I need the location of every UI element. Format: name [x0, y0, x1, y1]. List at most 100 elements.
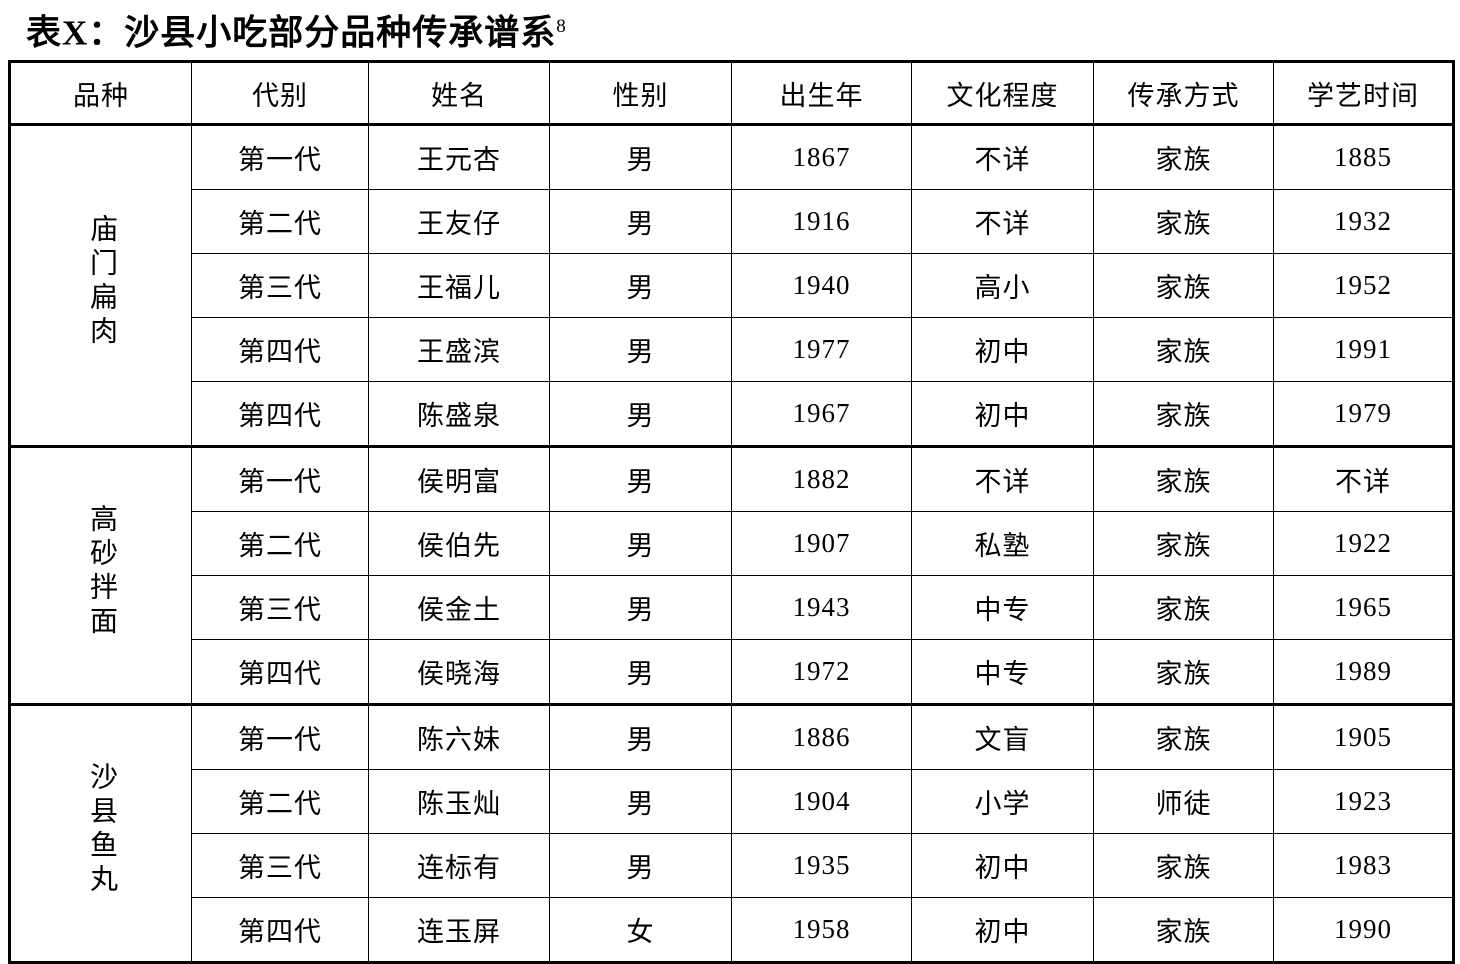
table-row: 高砂拌面 第一代 侯明富男 1882 不详 家族 不详 [9, 445, 1454, 705]
cell-education: 私塾 [911, 511, 1094, 576]
cell-name: 连标有 [368, 833, 550, 898]
cell-generation: 第三代 [191, 833, 369, 898]
table-row: 第二代 王友仔男 1916 不详 家族 1932 [10, 189, 1454, 254]
cell-education: 不详 [911, 189, 1094, 254]
cell-generation: 第三代 [191, 575, 369, 640]
cell-learn-year: 1965 [1273, 575, 1454, 640]
cell-mode: 家族 [1093, 253, 1274, 318]
variety-label: 庙门扁肉 [86, 214, 117, 350]
cell-learn-year: 1923 [1273, 769, 1454, 834]
cell-mode: 家族 [1093, 897, 1274, 963]
cell-education: 高小 [911, 253, 1094, 318]
cell-mode: 家族 [1093, 123, 1274, 190]
table-row: 第二代 侯伯先男 1907 私塾 家族 1922 [10, 511, 1454, 576]
cell-gender: 男 [549, 833, 732, 898]
cell-birth-year: 1907 [731, 511, 912, 576]
column-header-generation: 代别 [191, 61, 369, 125]
cell-name: 侯晓海 [368, 639, 550, 705]
footnote-marker: 8 [556, 16, 566, 37]
column-header-learn-year: 学艺时间 [1273, 61, 1454, 125]
cell-mode: 家族 [1093, 511, 1274, 576]
cell-education: 文盲 [911, 703, 1094, 770]
cell-mode: 家族 [1093, 381, 1274, 447]
variety-group-cell: 庙门扁肉 [9, 123, 192, 447]
cell-mode: 家族 [1093, 445, 1274, 512]
cell-birth-year: 1967 [731, 381, 912, 447]
table-body: 庙门扁肉 第一代 王元杏男 1867 不详 家族 1885 第二代 王友仔男 1916 不详 家族 19… [9, 123, 1454, 963]
cell-gender: 女 [549, 897, 732, 963]
variety-label: 高砂拌面 [86, 504, 117, 640]
table-row: 第三代 王福儿男 1940 高小 家族 1952 [10, 253, 1454, 318]
cell-gender: 男 [549, 511, 732, 576]
cell-name: 侯伯先 [368, 511, 550, 576]
cell-birth-year: 1882 [731, 445, 912, 512]
cell-generation: 第四代 [191, 639, 369, 705]
cell-generation: 第四代 [191, 317, 369, 382]
cell-name: 陈玉灿 [368, 769, 550, 834]
column-header-variety: 品种 [9, 61, 192, 125]
cell-birth-year: 1977 [731, 317, 912, 382]
table-title: 表X：沙县小吃部分品种传承谱系8 [26, 2, 566, 59]
cell-gender: 男 [549, 253, 732, 318]
cell-education: 中专 [911, 639, 1094, 705]
cell-birth-year: 1916 [731, 189, 912, 254]
table-row: 第四代 侯晓海男 1972 中专 家族 1989 [10, 639, 1454, 705]
table-row: 第四代 陈盛泉男 1967 初中 家族 1979 [10, 381, 1454, 447]
cell-name: 王福儿 [368, 253, 550, 318]
cell-generation: 第一代 [191, 445, 369, 512]
table-row: 第二代 陈玉灿男 1904 小学 师徒 1923 [10, 769, 1454, 834]
cell-birth-year: 1972 [731, 639, 912, 705]
table-header: 品种 代别 姓名 性别 出生年 文化程度 传承方式 学艺时间 [9, 61, 1454, 125]
cell-learn-year: 1932 [1273, 189, 1454, 254]
cell-learn-year: 1990 [1273, 897, 1454, 963]
cell-mode: 家族 [1093, 703, 1274, 770]
genealogy-table: 品种 代别 姓名 性别 出生年 文化程度 传承方式 学艺时间 庙门扁肉第一代 王元… [8, 60, 1455, 964]
table-title-text: 表X：沙县小吃部分品种传承谱系 [26, 13, 557, 53]
variety-group-cell: 高砂拌面 [9, 445, 192, 705]
cell-mode: 家族 [1093, 317, 1274, 382]
cell-name: 侯明富 [368, 445, 550, 512]
cell-learn-year: 1905 [1273, 703, 1454, 770]
cell-education: 初中 [911, 317, 1094, 382]
cell-generation: 第四代 [191, 381, 369, 447]
cell-mode: 家族 [1093, 189, 1274, 254]
cell-birth-year: 1867 [731, 123, 912, 190]
cell-birth-year: 1940 [731, 253, 912, 318]
cell-generation: 第四代 [191, 897, 369, 963]
cell-name: 陈六妹 [368, 703, 550, 770]
column-header-mode: 传承方式 [1093, 61, 1274, 125]
table-row: 第四代 连玉屏女 1958 初中 家族 1990 [10, 897, 1454, 963]
cell-birth-year: 1886 [731, 703, 912, 770]
table-row: 第四代 王盛滨男 1977 初中 家族 1991 [10, 317, 1454, 382]
cell-mode: 家族 [1093, 575, 1274, 640]
cell-birth-year: 1958 [731, 897, 912, 963]
cell-gender: 男 [549, 381, 732, 447]
column-header-gender: 性别 [549, 61, 732, 125]
cell-generation: 第三代 [191, 253, 369, 318]
cell-name: 王盛滨 [368, 317, 550, 382]
table-row: 沙县鱼丸 第一代 陈六妹男 1886 文盲 家族 1905 [9, 703, 1454, 963]
cell-gender: 男 [549, 639, 732, 705]
cell-education: 不详 [911, 445, 1094, 512]
cell-gender: 男 [549, 575, 732, 640]
cell-education: 中专 [911, 575, 1094, 640]
variety-group-cell: 沙县鱼丸 [9, 703, 192, 963]
cell-generation: 第一代 [191, 703, 369, 770]
column-header-birth-year: 出生年 [731, 61, 912, 125]
cell-name: 王元杏 [368, 123, 550, 190]
column-header-name: 姓名 [368, 61, 550, 125]
cell-gender: 男 [549, 189, 732, 254]
cell-mode: 家族 [1093, 833, 1274, 898]
cell-gender: 男 [549, 703, 732, 770]
cell-learn-year: 不详 [1273, 445, 1454, 512]
cell-birth-year: 1904 [731, 769, 912, 834]
cell-generation: 第二代 [191, 189, 369, 254]
cell-learn-year: 1979 [1273, 381, 1454, 447]
cell-birth-year: 1943 [731, 575, 912, 640]
column-header-education: 文化程度 [911, 61, 1094, 125]
cell-education: 初中 [911, 897, 1094, 963]
cell-generation: 第二代 [191, 769, 369, 834]
table-row: 第三代 侯金土男 1943 中专 家族 1965 [10, 575, 1454, 640]
cell-learn-year: 1885 [1273, 123, 1454, 190]
